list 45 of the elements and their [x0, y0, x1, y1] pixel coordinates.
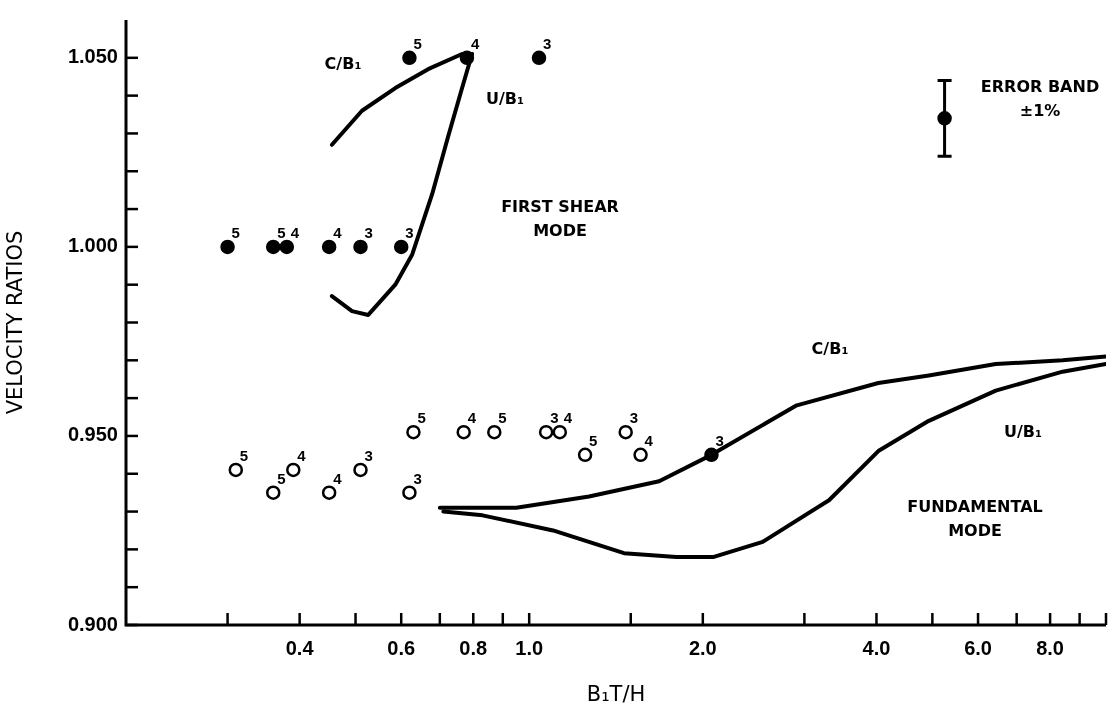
y-tick-label: 0.950 [67, 423, 118, 446]
annotation: ERROR BAND ±1% [980, 77, 1100, 121]
annotation: 4 [333, 469, 343, 487]
y-tick-label: 0.900 [67, 612, 118, 635]
x-tick-label: 0.8 [459, 636, 488, 659]
x-tick-label: 8.0 [1036, 636, 1065, 659]
x-axis-title: B₁T/H [586, 681, 646, 706]
x-tick-label: 0.6 [387, 636, 416, 659]
x-tick-label: 0.4 [285, 636, 315, 659]
annotation: 4 [290, 223, 300, 241]
annotation: 4 [467, 409, 477, 427]
y-axis-title: VELOCITY RATIOS [3, 230, 28, 415]
annotation: 5 [417, 409, 426, 427]
annotation: 5 [413, 34, 422, 52]
annotation: 3 [413, 469, 422, 487]
x-tick-label: 6.0 [964, 636, 992, 659]
annotation: 4 [297, 446, 307, 464]
annotation: 3 [543, 34, 552, 52]
annotation: U/B₁ [1003, 422, 1043, 442]
annotation: 5 [498, 409, 507, 427]
annotation: 4 [470, 34, 480, 52]
annotation: 5 [277, 223, 286, 241]
annotation: 3 [550, 409, 559, 427]
annotation: FIRST SHEAR MODE [501, 197, 619, 241]
annotation: 5 [589, 431, 598, 449]
annotation: 3 [364, 446, 373, 464]
annotation: C/B₁ [324, 54, 362, 74]
annotation: 3 [715, 431, 724, 449]
y-tick-label: 1.050 [67, 45, 118, 68]
y-tick-label: 1.000 [67, 234, 118, 257]
x-tick-label: 1.0 [515, 636, 544, 659]
annotation: 3 [405, 223, 414, 241]
annotation: U/B₁ [485, 89, 525, 109]
annotation: 3 [364, 223, 373, 241]
annotation: 4 [333, 223, 343, 241]
annotation: 4 [563, 409, 573, 427]
annotation: 5 [231, 223, 240, 241]
annotation: 5 [277, 469, 286, 487]
annotation: 4 [644, 431, 654, 449]
x-tick-label: 2.0 [688, 636, 717, 659]
annotation: 5 [239, 446, 249, 464]
annotation: 3 [629, 409, 639, 427]
x-tick-label: 4.0 [862, 636, 891, 659]
annotation: C/B₁ [811, 339, 849, 359]
annotation: FUNDAMENTAL MODE [907, 497, 1043, 541]
